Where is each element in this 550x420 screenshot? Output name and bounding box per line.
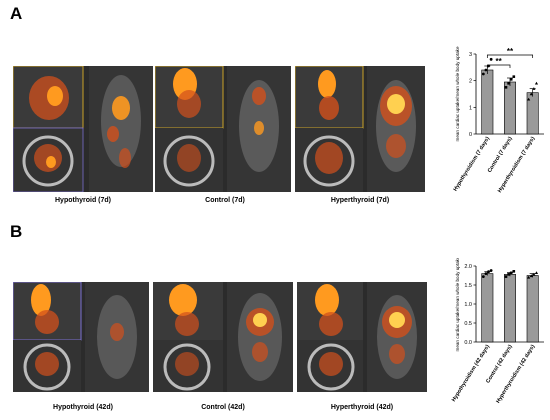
bar xyxy=(481,69,494,135)
bar xyxy=(504,81,516,135)
data-point xyxy=(527,275,531,279)
bar xyxy=(481,273,494,343)
data-point xyxy=(504,86,508,89)
caption-control-42d: Control (42d) xyxy=(201,404,245,411)
y-tick-label: 1.5 xyxy=(464,283,472,289)
pet-ct-scan-hyperthyroid-42d xyxy=(297,282,427,392)
data-point xyxy=(484,68,488,72)
y-tick-label: 2 xyxy=(469,79,472,85)
data-point xyxy=(512,75,516,78)
panel-a-letter: A xyxy=(10,4,23,23)
data-point xyxy=(481,275,485,279)
panel-b-letter: B xyxy=(10,222,23,241)
data-point xyxy=(534,271,539,275)
data-point xyxy=(532,87,536,90)
pet-ct-scan-control-42d xyxy=(153,282,293,392)
y-tick-label: 1 xyxy=(469,105,472,111)
x-tick-label: Hyperthyroidism (42 days) xyxy=(495,344,536,405)
y-tick-label: 0 xyxy=(469,132,472,138)
pet-ct-scan-control-7d xyxy=(155,66,291,192)
y-tick-label: 0.5 xyxy=(464,321,472,327)
caption-hypothyroid-42d: Hypothyroid (42d) xyxy=(53,404,113,411)
y-axis-label: mean cardiac uptake/mean whole body upta… xyxy=(455,46,460,141)
data-point xyxy=(529,92,533,96)
x-tick-label: Control (7 days) xyxy=(487,136,514,174)
data-point xyxy=(534,81,539,85)
data-point xyxy=(504,275,508,278)
data-point xyxy=(489,57,493,61)
y-tick-label: 2.0 xyxy=(464,264,472,270)
data-point xyxy=(507,82,510,85)
bar xyxy=(504,274,516,343)
data-point xyxy=(509,271,513,275)
significance-label: ** xyxy=(507,47,514,56)
significance-bracket xyxy=(486,64,511,68)
data-point xyxy=(489,269,493,272)
x-tick-label: Hypothyroidism (7 days) xyxy=(453,136,492,193)
y-tick-label: 1.0 xyxy=(464,302,472,308)
pet-ct-scan-hypothyroid-42d xyxy=(13,282,149,392)
data-point xyxy=(507,273,510,276)
pet-ct-scan-hypothyroid-7d xyxy=(13,66,153,192)
data-point xyxy=(512,270,516,273)
caption-hypothyroid-7d: Hypothyroid (7d) xyxy=(55,197,111,204)
x-tick-label: Hypothyroidism (42 days) xyxy=(451,344,491,403)
data-point xyxy=(532,272,536,276)
y-axis-label: mean cardiac uptake/mean whole body upta… xyxy=(455,258,460,352)
data-point xyxy=(509,78,513,81)
caption-hyperthyroid-7d: Hyperthyroid (7d) xyxy=(330,197,390,204)
data-point xyxy=(527,97,531,101)
pet-ct-scan-hyperthyroid-7d xyxy=(295,66,425,192)
data-point xyxy=(484,272,488,275)
bar xyxy=(526,275,539,343)
caption-hyperthyroid-42d: Hyperthyroid (42d) xyxy=(330,404,394,411)
bar-chart-7-days: 0 1 2 3 mean cardiac uptake/mean whole body … xyxy=(453,46,544,194)
significance-label: ** xyxy=(496,57,503,66)
significance-bracket xyxy=(486,54,534,58)
bar-chart-42-days: 0.0 0.5 1.0 1.5 2.0 mean cardiac uptake/mean … xyxy=(451,258,544,405)
data-point xyxy=(487,270,490,274)
caption-control-7d: Control (7d) xyxy=(205,197,245,204)
data-point xyxy=(529,274,533,278)
y-tick-label: 0.0 xyxy=(464,340,472,346)
y-tick-label: 3 xyxy=(469,52,472,58)
data-point xyxy=(481,72,485,76)
